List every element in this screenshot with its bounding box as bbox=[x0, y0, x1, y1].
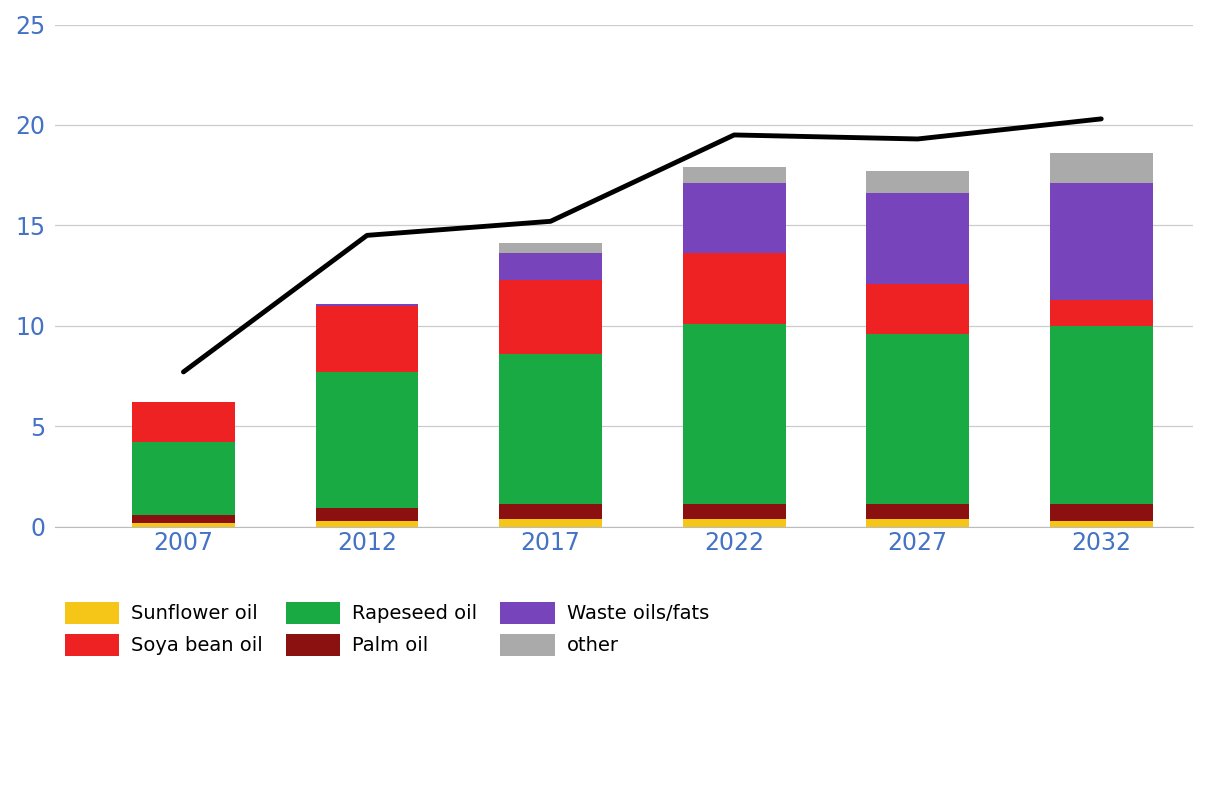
Legend: Sunflower oil, Soya bean oil, Rapeseed oil, Palm oil, Waste oils/fats, other: Sunflower oil, Soya bean oil, Rapeseed o… bbox=[65, 601, 709, 656]
Bar bbox=[683, 183, 785, 253]
Bar bbox=[132, 515, 234, 523]
Bar bbox=[1050, 520, 1152, 527]
Bar bbox=[315, 520, 418, 527]
Bar bbox=[683, 504, 785, 519]
Bar bbox=[866, 519, 969, 527]
Bar bbox=[866, 171, 969, 193]
Bar bbox=[315, 304, 418, 305]
Bar bbox=[1050, 153, 1152, 183]
Bar bbox=[499, 519, 602, 527]
Bar bbox=[499, 504, 602, 519]
Bar bbox=[315, 305, 418, 372]
Bar bbox=[1050, 326, 1152, 504]
Bar bbox=[499, 279, 602, 354]
Bar bbox=[1050, 300, 1152, 326]
Bar bbox=[499, 243, 602, 253]
Bar bbox=[866, 283, 969, 334]
Bar bbox=[132, 402, 234, 442]
Bar bbox=[683, 167, 785, 183]
Bar bbox=[499, 253, 602, 279]
Bar bbox=[683, 519, 785, 527]
Bar bbox=[866, 504, 969, 519]
Bar bbox=[315, 508, 418, 520]
Bar bbox=[1050, 504, 1152, 520]
Bar bbox=[315, 372, 418, 508]
Bar bbox=[499, 354, 602, 504]
Bar bbox=[1050, 183, 1152, 300]
Bar bbox=[132, 442, 234, 515]
Bar bbox=[866, 193, 969, 283]
Bar bbox=[683, 323, 785, 504]
Bar bbox=[866, 334, 969, 504]
Bar bbox=[132, 523, 234, 527]
Bar bbox=[683, 253, 785, 323]
